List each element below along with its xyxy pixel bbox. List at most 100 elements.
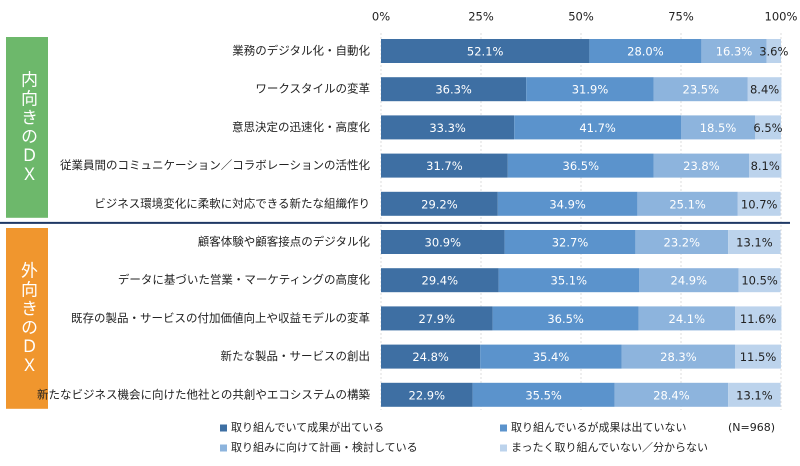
bar-segment [381,344,481,369]
category-label: データに基づいた営業・マーケティングの高度化 [118,273,371,287]
bar-segment [639,268,739,293]
bar-segment [381,115,515,140]
bar-segment [381,39,590,63]
category-label: 既存の製品・サービスの付加価値向上や収益モデルの変革 [71,311,370,325]
value-label: 23.2% [664,236,701,250]
bar-segment [497,191,638,216]
category-label: 意思決定の迅速化・高度化 [232,120,370,134]
value-label: 27.9% [419,312,456,326]
bar-segment [507,153,654,178]
bar-segment [381,268,499,293]
value-label: 13.1% [736,388,773,402]
x-tick-label: 100% [765,10,798,24]
bar-segment [614,382,729,407]
x-tick-label: 50% [568,10,594,24]
bar-segment [737,191,781,216]
legend-swatch [500,444,507,452]
value-label: 22.9% [409,388,446,402]
bar-segment [735,344,781,369]
value-label: 33.3% [429,121,466,135]
value-label: 11.5% [740,350,777,364]
value-label: 36.5% [547,312,584,326]
bar-segment [653,153,749,178]
value-label: 32.7% [552,236,589,250]
bar-segment [735,306,782,331]
bar-segment [766,39,781,63]
value-label: 29.4% [422,274,459,288]
category-label: ワークスタイルの変革 [255,82,370,96]
x-tick-label: 0% [372,10,390,24]
value-label: 24.8% [412,350,449,364]
legend-swatch [220,424,227,432]
bar-segment [621,344,735,369]
value-label: 6.5% [753,121,782,135]
value-label: 31.9% [572,83,609,97]
bar-segment [635,230,729,254]
bar-segment [738,268,781,293]
bar-segment [472,382,615,407]
value-label: 30.9% [425,236,462,250]
category-label: 従業員間のコミュニケーション／コラボレーションの活性化 [60,158,371,172]
category-label: 顧客体験や顧客接点のデジタル化 [198,235,371,249]
bar-segment [381,382,473,407]
value-label: 36.5% [563,159,600,173]
bar-segment [526,77,654,102]
value-label: 31.7% [426,159,463,173]
legend-label: まったく取り組んでいない／分からない [511,441,708,454]
group-label: 内向きのＤＸ [17,70,37,184]
value-label: 28.4% [653,388,690,402]
x-tick-label: 75% [668,10,694,24]
bar-segment [381,230,505,254]
value-label: 24.1% [669,312,706,326]
value-label: 29.2% [421,197,458,211]
legend-label: 取り組んでいるが成果は出ていない [511,420,686,434]
bar-segment [638,306,735,331]
group-box [6,228,48,409]
bar-segment [381,191,498,216]
bar-segment [589,39,702,63]
value-label: 41.7% [579,121,616,135]
legend-label: 取り組んでいて成果が出ている [231,420,384,434]
note: (N=968) [728,421,775,434]
value-label: 35.4% [533,350,570,364]
bar-segment [480,344,622,369]
value-label: 35.1% [551,274,588,288]
bar-segment [381,306,493,331]
legend-swatch [220,444,227,452]
value-label: 23.5% [683,83,720,97]
value-label: 36.3% [435,83,472,97]
value-label: 8.1% [751,159,780,173]
value-label: 23.8% [683,159,720,173]
group-box [6,37,48,218]
bar-segment [492,306,639,331]
category-label: 業務のデジタル化・自動化 [232,44,370,58]
bar-segment [755,115,781,140]
value-label: 13.1% [736,236,773,250]
category-label: 新たなビジネス機会に向けた他社との共創やエコシステムの構築 [37,387,371,401]
category-label: ビジネス環境変化に柔軟に対応できる新たな組織作り [94,196,370,210]
bar-segment [728,230,781,254]
value-label: 16.3% [716,45,753,59]
bar-segment [514,115,681,140]
bar-segment [728,382,781,407]
value-label: 35.5% [525,388,562,402]
bar-segment [381,153,508,178]
bar-segment [637,191,738,216]
category-label: 新たな製品・サービスの創出 [221,349,371,363]
value-label: 8.4% [750,83,779,97]
legend-swatch [500,424,507,432]
bar-segment [701,39,767,63]
bar-segment [498,268,639,293]
bar-segment [381,77,527,102]
value-label: 28.0% [627,45,664,59]
bar-segment [653,77,748,102]
value-label: 28.3% [660,350,697,364]
bar-segment [749,153,782,178]
legend-label: 取り組みに向けて計画・検討している [231,440,418,454]
value-label: 18.5% [700,121,737,135]
value-label: 52.1% [467,45,504,59]
x-tick-label: 25% [468,10,494,24]
bar-segment [681,115,755,140]
value-label: 25.1% [669,197,706,211]
